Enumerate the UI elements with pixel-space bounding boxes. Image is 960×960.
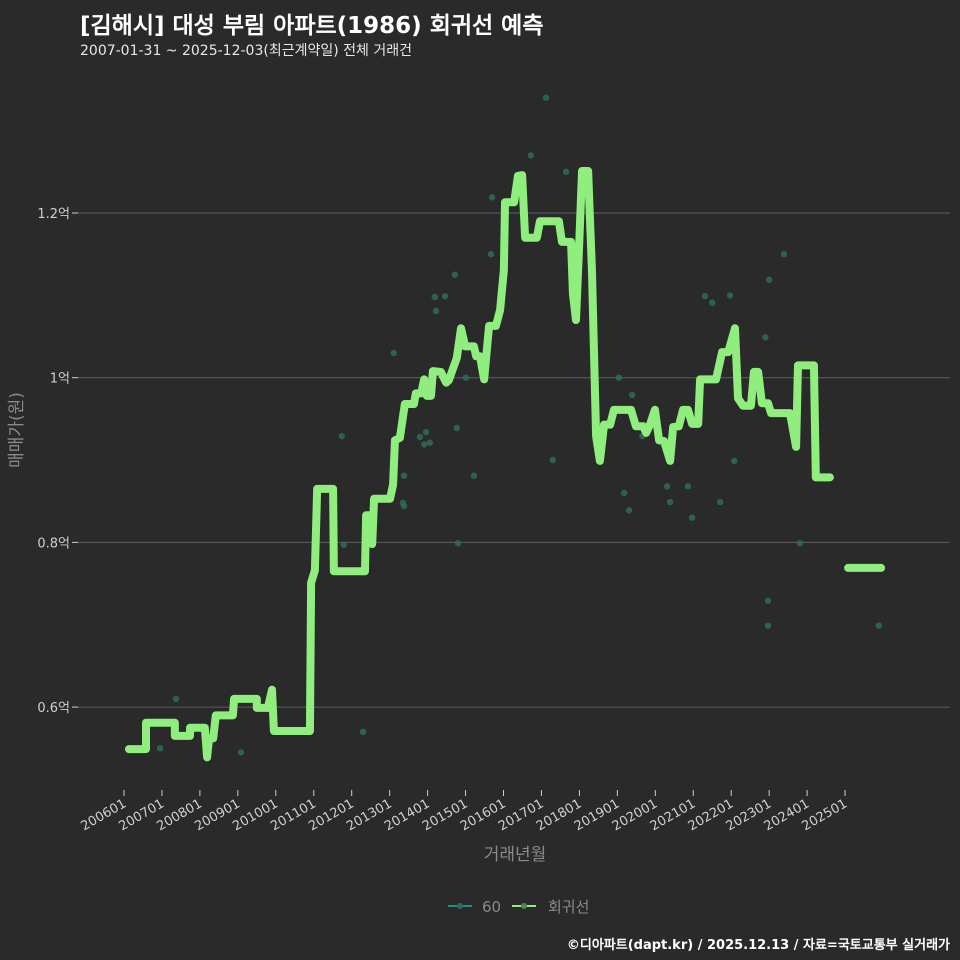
regression-line [124,167,886,762]
scatter-series [156,94,883,756]
scatter-point [172,695,180,703]
y-tick-label: 0.6억 [37,701,70,716]
scatter-point [875,622,883,629]
regression-line-segment [124,167,834,762]
scatter-point [453,424,461,432]
legend-regression-dot [521,903,527,909]
scatter-point [340,541,347,549]
scatter-point [431,293,439,301]
scatter-point [470,472,478,479]
scatter-point [338,432,346,440]
scatter-point [237,749,245,756]
scatter-point [156,745,164,752]
scatter-point [615,374,623,381]
scatter-point [400,472,408,479]
scatter-point [765,276,773,283]
scatter-point [628,391,636,399]
scatter-point [796,540,804,547]
scatter-point [562,168,570,176]
scatter-point [462,374,470,381]
scatter-point [527,152,535,159]
scatter-point [420,441,428,448]
footer-credit: ©디아파트(dapt.kr) / 2025.12.13 / 자료=국토교통부 실… [566,938,950,953]
legend-regression-label: 회귀선 [548,898,589,916]
scatter-point [432,307,440,315]
scatter-point [666,498,674,506]
grid [78,212,950,708]
chart-subtitle: 2007-01-31 ~ 2025-12-03(최근계약일) 전체 거래건 [80,43,412,59]
scatter-point [426,439,434,446]
y-axis-label: 매매가(원) [7,392,27,468]
scatter-point [549,456,557,464]
y-tick-label: 0.8억 [37,536,70,551]
legend-item-regression: 회귀선 [512,898,589,916]
scatter-point [663,483,671,490]
x-ticks: 2006012007012008012009012010012011012012… [79,790,850,834]
y-ticks: 0.6억 0.8억 1억 1.2억 [37,207,78,716]
scatter-point [488,194,496,201]
scatter-point [454,540,462,547]
scatter-point [709,299,716,306]
x-axis-label: 거래년월 [484,845,547,865]
scatter-point [764,622,772,629]
scatter-point [359,728,367,736]
scatter-point [422,428,430,436]
scatter-point [416,433,424,441]
scatter-point [451,271,459,278]
scatter-point [625,507,633,514]
scatter-point [688,514,696,521]
scatter-point [764,597,772,605]
scatter-point [441,292,449,300]
scatter-point [684,483,692,490]
scatter-point [487,250,495,258]
legend-item-60: 60 [448,898,501,916]
scatter-point [762,334,769,341]
scatter-point [542,94,550,101]
y-tick-label: 1억 [50,372,70,387]
scatter-point [390,349,398,357]
legend: 60 회귀선 [448,898,589,916]
scatter-point [701,292,709,300]
legend-60-label: 60 [482,898,501,916]
scatter-point [400,502,408,510]
scatter-point [726,292,734,299]
scatter-point [731,457,738,465]
scatter-point [620,489,628,497]
scatter-point [716,498,724,506]
legend-60-dot [457,903,463,909]
chart-title: [김해시] 대성 부림 아파트(1986) 회귀선 예측 [80,13,544,39]
y-tick-label: 1.2억 [37,207,70,222]
scatter-point [780,250,788,258]
